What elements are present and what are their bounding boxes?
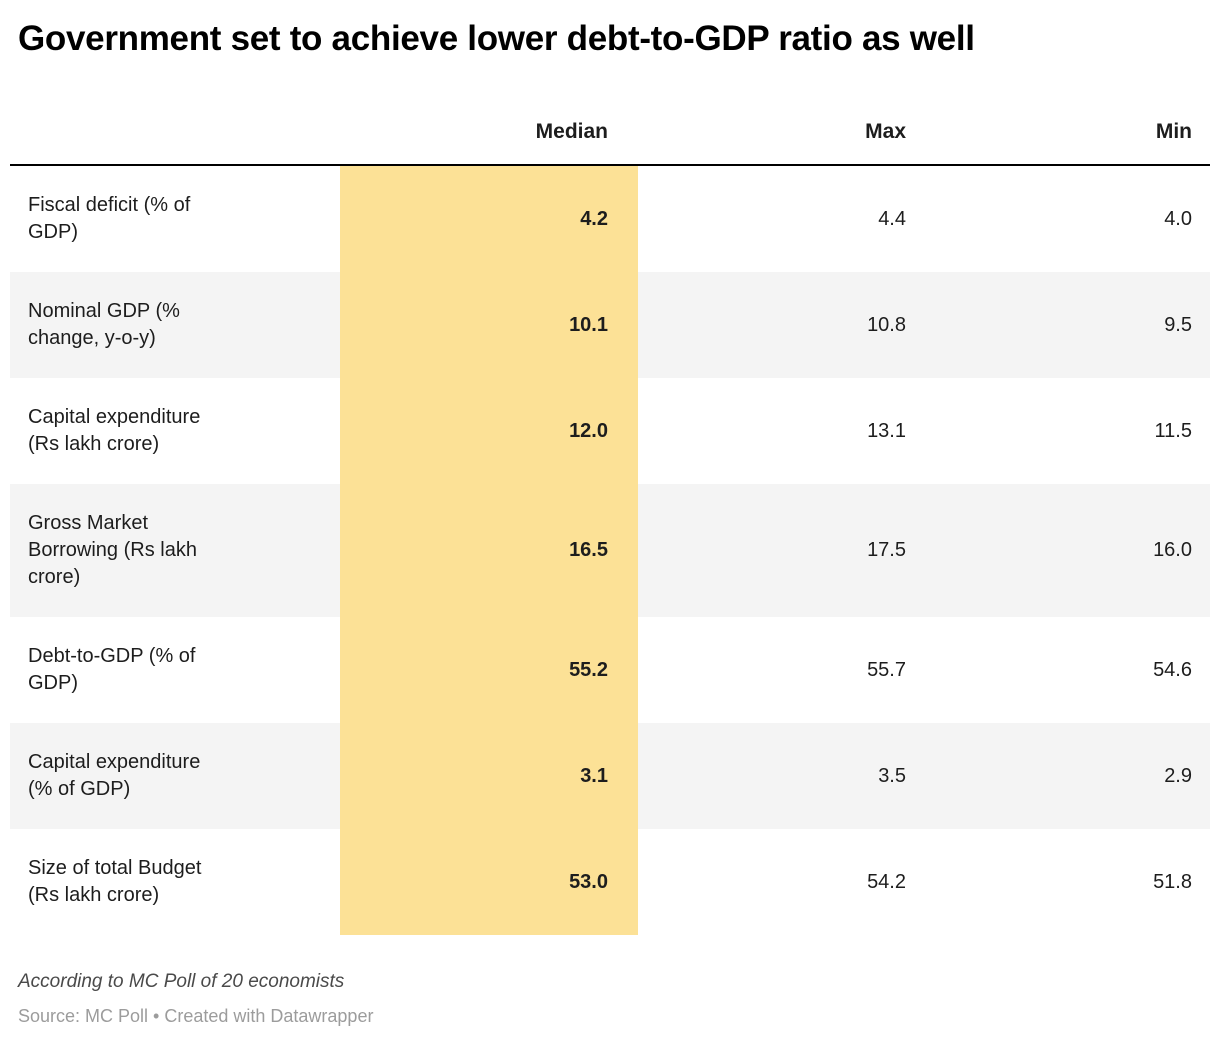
table-row: Size of total Budget (Rs lakh crore) 53.… bbox=[10, 829, 1210, 935]
max-value: 54.2 bbox=[867, 870, 906, 893]
row-label: Fiscal deficit (% of GDP) bbox=[28, 194, 191, 243]
min-value: 54.6 bbox=[1153, 658, 1192, 681]
median-value: 3.1 bbox=[340, 723, 638, 829]
min-value: 11.5 bbox=[1154, 419, 1192, 442]
min-value: 9.5 bbox=[1164, 313, 1192, 336]
column-header-min: Min bbox=[1155, 120, 1192, 143]
median-value: 53.0 bbox=[340, 829, 638, 935]
table-row: Capital expenditure (Rs lakh crore) 12.0… bbox=[10, 378, 1210, 484]
chart-page: Government set to achieve lower debt-to-… bbox=[10, 19, 1210, 1027]
median-value: 4.2 bbox=[340, 166, 638, 272]
column-header-median: Median bbox=[535, 120, 608, 143]
table-body: Fiscal deficit (% of GDP) 4.2 4.4 4.0 No… bbox=[10, 166, 1210, 935]
min-value: 4.0 bbox=[1164, 207, 1192, 230]
table-row: Capital expenditure (% of GDP) 3.1 3.5 2… bbox=[10, 723, 1210, 829]
min-value: 51.8 bbox=[1153, 870, 1192, 893]
footer-notes: According to MC Poll of 20 economists So… bbox=[18, 971, 1202, 1027]
table-row: Debt-to-GDP (% of GDP) 55.2 55.7 54.6 bbox=[10, 617, 1210, 723]
source-attribution: Source: MC Poll • Created with Datawrapp… bbox=[18, 1006, 374, 1026]
min-value: 2.9 bbox=[1164, 764, 1192, 787]
table-row: Gross Market Borrowing (Rs lakh crore) 1… bbox=[10, 484, 1210, 617]
max-value: 17.5 bbox=[867, 539, 906, 561]
row-label: Gross Market Borrowing (Rs lakh crore) bbox=[28, 512, 197, 588]
median-value: 10.1 bbox=[340, 272, 638, 378]
row-label: Capital expenditure (Rs lakh crore) bbox=[28, 406, 201, 455]
table-row: Fiscal deficit (% of GDP) 4.2 4.4 4.0 bbox=[10, 166, 1210, 272]
column-header-blank bbox=[10, 100, 340, 164]
median-value: 55.2 bbox=[340, 617, 638, 723]
max-value: 4.4 bbox=[878, 207, 906, 230]
max-value: 10.8 bbox=[867, 313, 906, 336]
data-table: Median Max Min Fiscal deficit (% of GDP)… bbox=[10, 100, 1210, 935]
page-title: Government set to achieve lower debt-to-… bbox=[18, 19, 975, 58]
column-header-max: Max bbox=[865, 120, 906, 143]
median-value: 12.0 bbox=[340, 378, 638, 484]
max-value: 55.7 bbox=[867, 658, 906, 681]
table-row: Nominal GDP (% change, y-o-y) 10.1 10.8 … bbox=[10, 272, 1210, 378]
row-label: Capital expenditure (% of GDP) bbox=[28, 751, 201, 800]
max-value: 3.5 bbox=[878, 764, 906, 787]
row-label: Nominal GDP (% change, y-o-y) bbox=[28, 300, 180, 349]
row-label: Size of total Budget (Rs lakh crore) bbox=[28, 857, 202, 906]
min-value: 16.0 bbox=[1153, 539, 1192, 561]
row-label: Debt-to-GDP (% of GDP) bbox=[28, 645, 196, 694]
median-value: 16.5 bbox=[340, 484, 638, 617]
max-value: 13.1 bbox=[867, 419, 906, 442]
poll-note: According to MC Poll of 20 economists bbox=[18, 971, 345, 992]
table-header-row: Median Max Min bbox=[10, 100, 1210, 166]
